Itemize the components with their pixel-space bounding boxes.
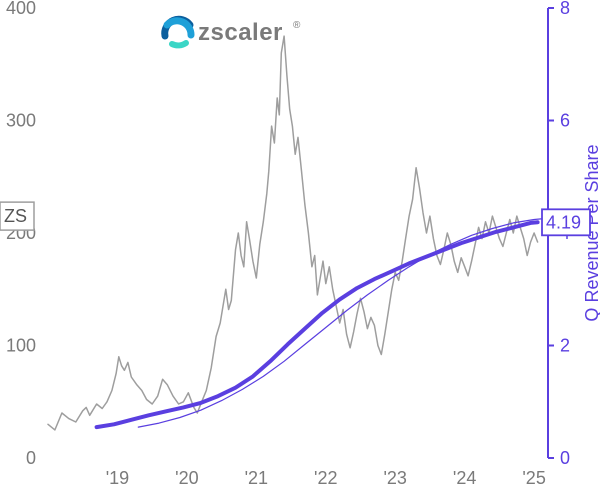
- ticker-label: ZS: [4, 206, 27, 226]
- zscaler-logo-reg: ®: [293, 20, 301, 31]
- left-axis-tick-label: 100: [6, 336, 36, 356]
- chart-background: [0, 0, 600, 500]
- x-axis-tick-label: '22: [314, 468, 337, 488]
- x-axis-tick-label: '20: [175, 468, 198, 488]
- right-axis-tick-label: 0: [560, 448, 570, 468]
- x-axis-tick-label: '23: [383, 468, 406, 488]
- left-axis-tick-label: 300: [6, 111, 36, 131]
- current-value-label: 4.19: [546, 212, 581, 232]
- x-axis-tick-label: '19: [106, 468, 129, 488]
- dual-axis-price-revenue-chart: 010020030040002468Q Revenue Per Share'19…: [0, 0, 600, 500]
- right-axis-tick-label: 8: [560, 0, 570, 18]
- x-axis-tick-label: '21: [245, 468, 268, 488]
- right-axis-tick-label: 2: [560, 336, 570, 356]
- x-axis-tick-label: '25: [522, 468, 545, 488]
- right-axis-tick-label: 6: [560, 111, 570, 131]
- zscaler-logo-text: zscaler: [198, 19, 283, 46]
- x-axis-tick-label: '24: [453, 468, 476, 488]
- left-axis-tick-label: 0: [26, 448, 36, 468]
- left-axis-tick-label: 400: [6, 0, 36, 18]
